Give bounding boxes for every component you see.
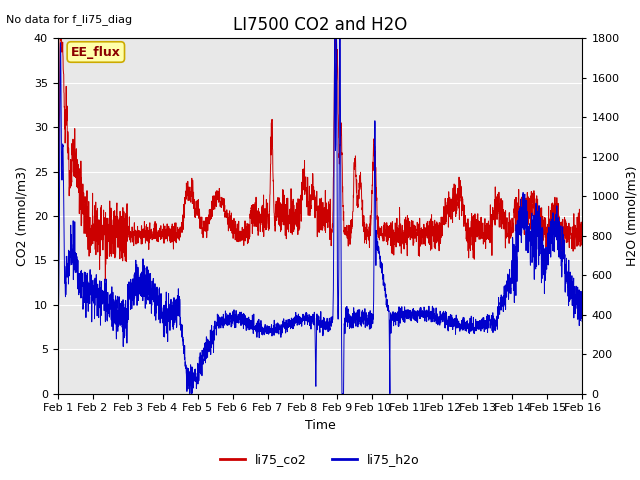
Text: EE_flux: EE_flux [71, 46, 121, 59]
Text: No data for f_li75_diag: No data for f_li75_diag [6, 14, 132, 25]
Y-axis label: H2O (mmol/m3): H2O (mmol/m3) [625, 166, 638, 266]
Title: LI7500 CO2 and H2O: LI7500 CO2 and H2O [233, 16, 407, 34]
X-axis label: Time: Time [305, 419, 335, 432]
Y-axis label: CO2 (mmol/m3): CO2 (mmol/m3) [15, 166, 28, 266]
Legend: li75_co2, li75_h2o: li75_co2, li75_h2o [215, 448, 425, 471]
